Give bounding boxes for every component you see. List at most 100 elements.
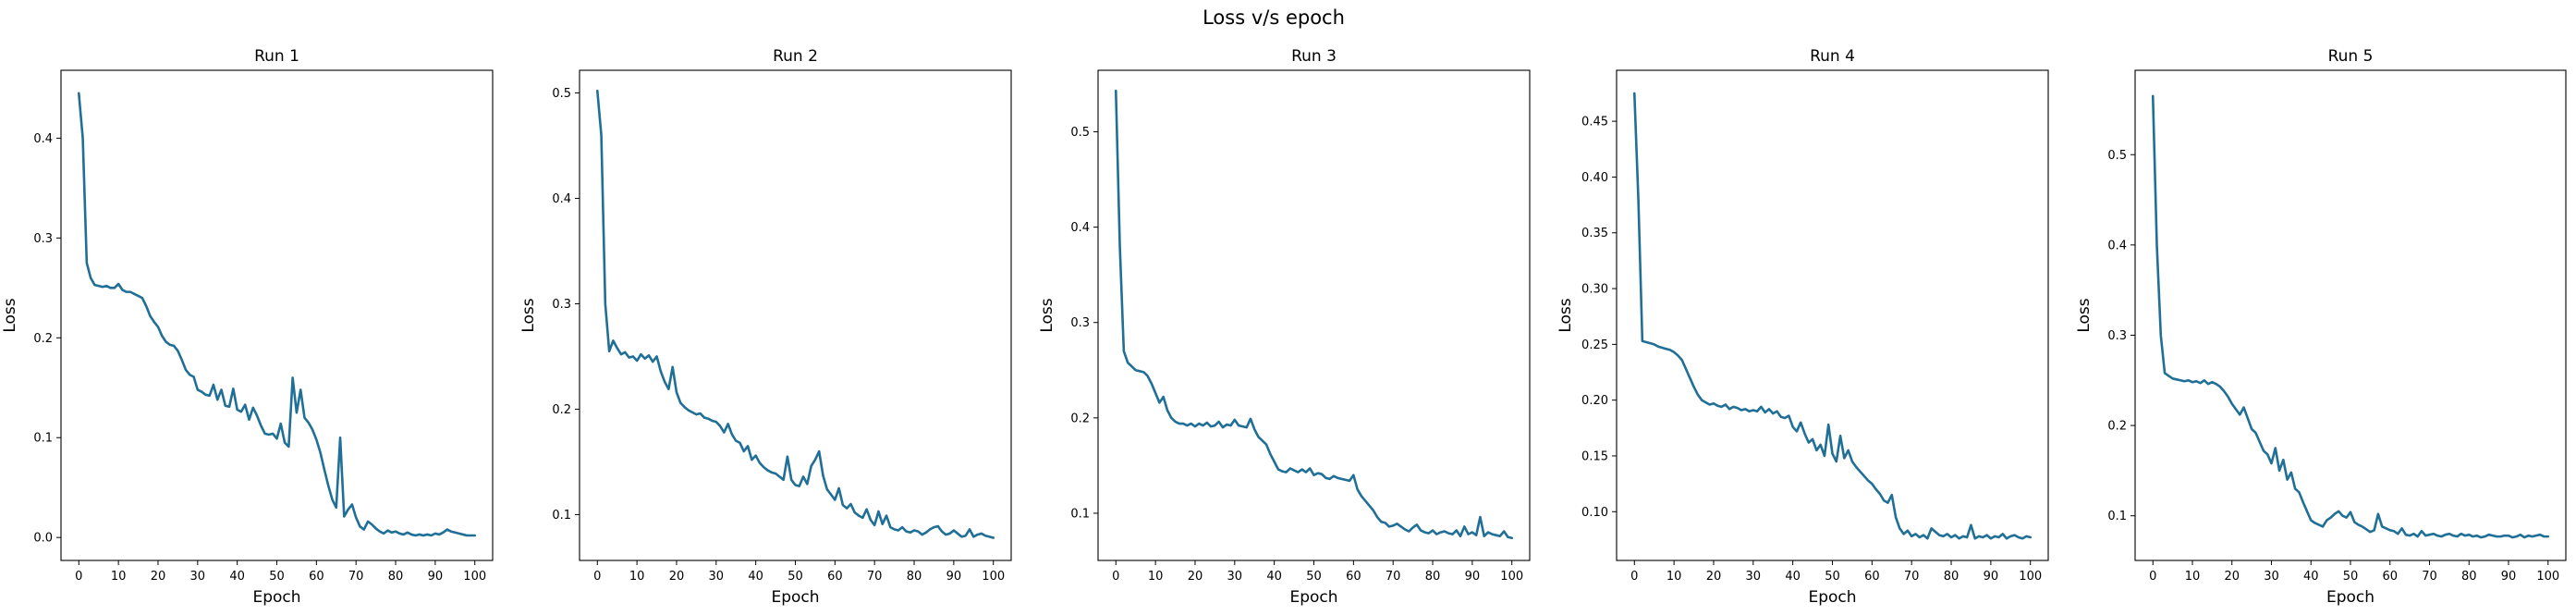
x-tick-label: 70 — [2422, 570, 2437, 584]
x-tick-label: 0 — [2149, 570, 2156, 584]
loss-line — [2151, 94, 2550, 539]
x-tick-label: 50 — [269, 570, 285, 584]
x-tick-label: 40 — [748, 570, 763, 584]
x-tick-label: 50 — [1306, 570, 1322, 584]
figure-title: Loss v/s epoch — [1203, 6, 1345, 29]
y-axis-label: Loss — [1038, 298, 1056, 332]
x-tick-label: 40 — [2303, 570, 2319, 584]
x-axis-label: Epoch — [2326, 588, 2375, 607]
subplot-title: Run 4 — [1810, 47, 1855, 66]
x-tick-label: 100 — [463, 570, 486, 584]
x-tick-label: 20 — [1706, 570, 1722, 584]
y-tick-label: 0.3 — [33, 232, 53, 246]
x-tick-label: 70 — [348, 570, 364, 584]
x-tick-label: 20 — [669, 570, 685, 584]
y-tick-label: 0.5 — [552, 87, 571, 101]
y-tick-label: 0.1 — [1070, 507, 1090, 521]
y-tick-label: 0.2 — [33, 332, 53, 346]
y-tick-label: 0.3 — [1070, 316, 1090, 330]
plot-frame — [60, 69, 494, 561]
y-axis-label: Loss — [519, 298, 538, 332]
x-tick-label: 30 — [2264, 570, 2279, 584]
x-tick-label: 100 — [2019, 570, 2042, 584]
y-tick-label: 0.4 — [33, 132, 53, 146]
x-tick-label: 90 — [1465, 570, 1481, 584]
y-tick-label: 0.4 — [2107, 239, 2127, 252]
x-tick-label: 50 — [787, 570, 803, 584]
x-tick-label: 30 — [1227, 570, 1243, 584]
x-tick-label: 60 — [1346, 570, 1361, 584]
y-axis-label: Loss — [1, 298, 19, 332]
x-axis-label: Epoch — [1289, 588, 1337, 607]
x-tick-label: 20 — [2224, 570, 2240, 584]
x-tick-label: 70 — [1904, 570, 1920, 584]
x-tick-label: 90 — [946, 570, 962, 584]
y-tick-label: 0.15 — [1581, 449, 1608, 463]
x-tick-label: 0 — [1630, 570, 1638, 584]
plot-frame — [579, 69, 1012, 561]
loss-line — [1114, 89, 1514, 540]
subplot-title: Run 5 — [2328, 47, 2374, 66]
x-axis-label: Epoch — [252, 588, 300, 607]
x-tick-label: 60 — [309, 570, 324, 584]
x-tick-label: 30 — [190, 570, 206, 584]
x-tick-label: 100 — [982, 570, 1005, 584]
subplot-title: Run 2 — [773, 47, 818, 66]
x-tick-label: 80 — [1944, 570, 1959, 584]
y-tick-label: 0.0 — [33, 532, 53, 546]
subplot-run-2: Run 2 0 10 20 30 40 50 60 70 80 90 100 0.1 0.2 0.3 0.4 0… — [519, 47, 1012, 607]
x-tick-label: 30 — [1746, 570, 1762, 584]
x-tick-label: 40 — [1266, 570, 1282, 584]
y-tick-label: 0.10 — [1581, 506, 1608, 520]
y-tick-label: 0.4 — [1070, 221, 1090, 235]
x-tick-label: 20 — [151, 570, 166, 584]
y-axis-label: Loss — [1557, 298, 1575, 332]
y-tick-label: 0.4 — [552, 192, 571, 206]
x-tick-label: 50 — [2343, 570, 2359, 584]
x-tick-label: 80 — [2461, 570, 2477, 584]
x-tick-label: 20 — [1188, 570, 1203, 584]
x-tick-label: 0 — [1112, 570, 1119, 584]
y-tick-label: 0.2 — [1070, 412, 1090, 425]
x-tick-label: 0 — [593, 570, 601, 584]
y-tick-label: 0.1 — [33, 432, 53, 446]
y-tick-label: 0.3 — [2107, 329, 2127, 343]
subplot-run-5: Run 5 0 10 20 30 40 50 60 70 80 90 100 0.1 0.2 0.3 0.4 0… — [2075, 47, 2567, 607]
y-tick-label: 0.40 — [1581, 171, 1608, 185]
y-tick-label: 0.35 — [1581, 227, 1608, 240]
subplot-title: Run 3 — [1291, 47, 1337, 66]
y-tick-label: 0.30 — [1581, 283, 1608, 297]
x-tick-label: 90 — [428, 570, 444, 584]
x-tick-label: 90 — [2501, 570, 2517, 584]
y-tick-label: 0.5 — [1070, 126, 1090, 140]
x-tick-label: 10 — [2185, 570, 2201, 584]
x-tick-label: 10 — [629, 570, 645, 584]
y-tick-label: 0.2 — [552, 403, 571, 417]
y-tick-label: 0.45 — [1581, 116, 1608, 129]
x-tick-label: 80 — [388, 570, 404, 584]
x-tick-label: 10 — [111, 570, 127, 584]
x-tick-label: 0 — [75, 570, 82, 584]
x-tick-label: 100 — [1500, 570, 1523, 584]
plot-frame — [1616, 69, 2049, 561]
x-tick-label: 40 — [1785, 570, 1801, 584]
x-tick-label: 80 — [1425, 570, 1441, 584]
y-axis-label: Loss — [2075, 298, 2094, 332]
y-tick-label: 0.25 — [1581, 338, 1608, 352]
plot-frame — [2134, 69, 2567, 561]
y-tick-label: 0.20 — [1581, 394, 1608, 408]
loss-line — [595, 89, 995, 539]
subplot-run-4: Run 4 0 10 20 30 40 50 60 70 80 90 100 0.10 0.15 0.20 0… — [1557, 47, 2049, 607]
y-tick-label: 0.2 — [2107, 420, 2127, 434]
x-tick-label: 70 — [867, 570, 883, 584]
loss-line — [1632, 92, 2033, 540]
x-axis-label: Epoch — [771, 588, 819, 607]
plot-frame — [1097, 69, 1531, 561]
x-tick-label: 10 — [1148, 570, 1164, 584]
x-tick-label: 10 — [1666, 570, 1682, 584]
subplot-title: Run 1 — [254, 47, 299, 66]
x-tick-label: 60 — [1864, 570, 1880, 584]
y-tick-label: 0.3 — [552, 298, 571, 312]
x-axis-label: Epoch — [1808, 588, 1856, 607]
